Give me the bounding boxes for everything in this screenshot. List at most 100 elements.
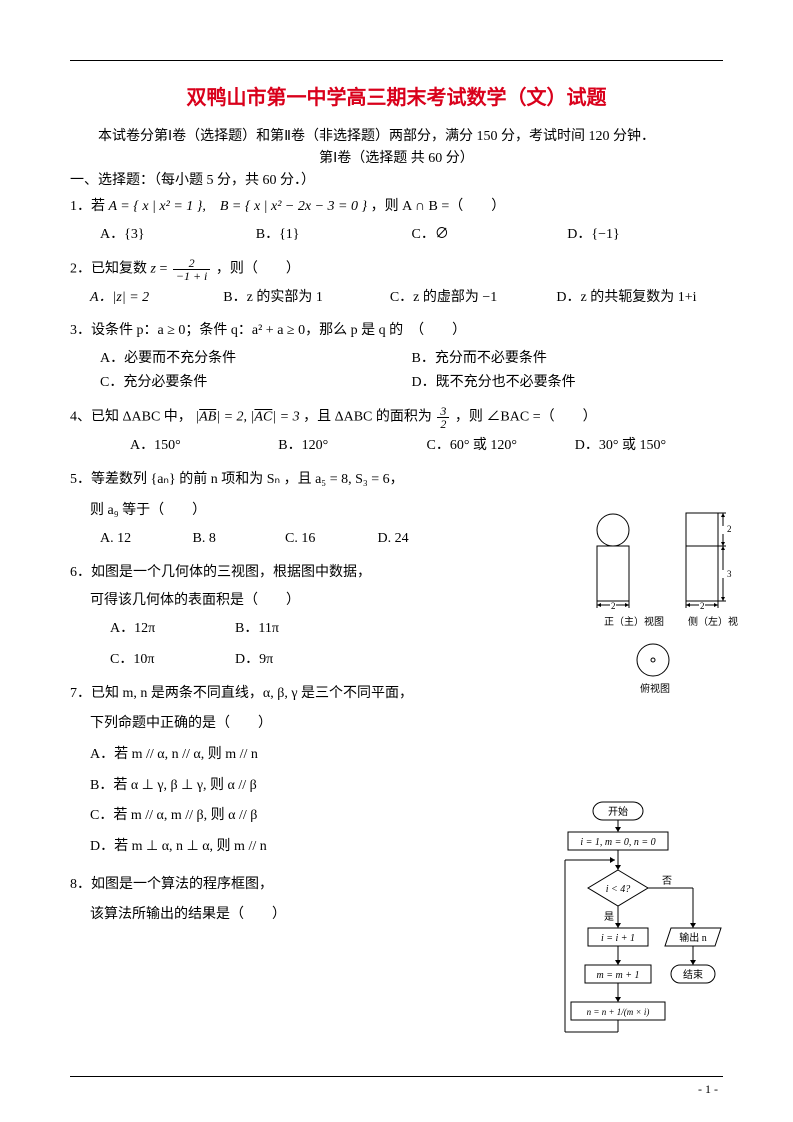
q3-D: D．既不充分也不必要条件 <box>412 371 724 395</box>
part-header: 第Ⅰ卷（选择题 共 60 分） <box>70 147 723 167</box>
q6-D: D．9π <box>235 648 360 672</box>
q4-frac: 3 2 <box>437 405 449 430</box>
q2-pre: 2．已知复数 <box>70 261 151 276</box>
q2-stem: 2．已知复数 z = 2 −1 + i ，则（ ） <box>70 257 723 282</box>
dim-3: 3 <box>727 569 732 579</box>
q2-eq: = <box>159 261 170 276</box>
q2-post: ，则（ ） <box>216 261 300 276</box>
question-6: 6．如图是一个几何体的三视图，根据图中数据， 可得该几何体的表面积是（ ） A．… <box>70 561 470 672</box>
q8-stem2: 该算法所输出的结果是（ ） <box>90 903 500 927</box>
question-7: 7．已知 m, n 是两条不同直线，α, β, γ 是三个不同平面， 下列命题中… <box>70 682 500 863</box>
q4-post: ，则 ∠BAC =（ ） <box>455 410 597 425</box>
q7-B: B．若 α ⊥ γ, β ⊥ γ, 则 α // β <box>90 771 500 802</box>
q8-stem1: 8．如图是一个算法的程序框图， <box>70 873 500 897</box>
top-rule <box>70 60 723 61</box>
fc-m: m = m + 1 <box>597 970 640 981</box>
front-label: 正（主）视图 <box>604 615 664 628</box>
q3-C: C．充分必要条件 <box>100 371 412 395</box>
flowchart-svg: 开始 i = 1, m = 0, n = 0 i < 4? 是 否 i = i … <box>563 800 723 1060</box>
question-1: 1．若 A = { x | x² = 1 }, B = { x | x² − 2… <box>70 195 723 247</box>
q5-stem1: 5．等差数列 {aₙ} 的前 n 项和为 Sₙ ，且 a₅ = 8, S₃ = … <box>70 468 470 492</box>
dim-2b: 2 <box>700 601 705 611</box>
q7-D: D．若 m ⊥ α, n ⊥ α, 则 m // n <box>90 832 500 863</box>
q5-options: A. 12 B. 8 C. 16 D. 24 <box>100 527 470 551</box>
q4-B: B．120° <box>278 434 426 458</box>
q4-D: D．30° 或 150° <box>575 434 723 458</box>
q4-pre: 4、已知 ΔABC 中， <box>70 410 192 425</box>
question-2: 2．已知复数 z = 2 −1 + i ，则（ ） A．|z| = 2 B．z … <box>70 257 723 310</box>
top-label: 俯视图 <box>640 682 670 695</box>
q2-B: B．z 的实部为 1 <box>223 286 390 310</box>
q4-A: A．150° <box>130 434 278 458</box>
fc-end: 结束 <box>683 968 703 981</box>
q2-num: 2 <box>173 257 211 270</box>
q2-C: C．z 的虚部为 −1 <box>390 286 557 310</box>
q2-frac: 2 −1 + i <box>173 257 211 282</box>
q5-B: B. 8 <box>193 527 286 551</box>
three-view-figure: 2 正（主）视图 2 2 3 侧（左）视图 俯视图 <box>578 510 738 703</box>
q6-options-2: C．10π D．9π <box>110 648 360 672</box>
q1-B: B．{1} <box>256 223 412 247</box>
q6-C: C．10π <box>110 648 235 672</box>
q5-stem2: 则 a₉ 等于（ ） <box>90 499 470 523</box>
question-8: 8．如图是一个算法的程序框图， 该算法所输出的结果是（ ） <box>70 873 500 927</box>
q2-den: −1 + i <box>173 270 211 282</box>
fc-start: 开始 <box>608 805 628 818</box>
question-5: 5．等差数列 {aₙ} 的前 n 项和为 Sₙ ，且 a₅ = 8, S₃ = … <box>70 468 470 551</box>
q7-stem1: 7．已知 m, n 是两条不同直线，α, β, γ 是三个不同平面， <box>70 682 500 706</box>
question-3: 3．设条件 p：a ≥ 0；条件 q：a² + a ≥ 0，那么 p 是 q 的… <box>70 319 723 394</box>
dim-2a: 2 <box>611 601 616 611</box>
q2-D: D．z 的共轭复数为 1+i <box>556 286 723 310</box>
q5-A: A. 12 <box>100 527 193 551</box>
side-label: 侧（左）视图 <box>688 615 738 628</box>
q7-A: A．若 m // α, n // α, 则 m // n <box>90 740 500 771</box>
fc-n: n = n + 1/(m × i) <box>587 1007 650 1017</box>
q4-C: C．60° 或 120° <box>427 434 575 458</box>
q4-stem: 4、已知 ΔABC 中， |AB| = 2, |AC| = 3 ，且 ΔABC … <box>70 405 723 430</box>
q6-A: A．12π <box>110 617 235 641</box>
dim-2c: 2 <box>727 524 732 534</box>
q4-options: A．150° B．120° C．60° 或 120° D．30° 或 150° <box>130 434 723 458</box>
q3-B: B．充分而不必要条件 <box>412 347 724 371</box>
q1-pre: 1．若 <box>70 199 109 214</box>
fc-yes: 是 <box>604 911 614 923</box>
q6-stem1: 6．如图是一个几何体的三视图，根据图中数据， <box>70 561 470 585</box>
q1-A: A．{3} <box>100 223 256 247</box>
fc-init: i = 1, m = 0, n = 0 <box>580 837 655 848</box>
q4-den: 2 <box>437 418 449 430</box>
q7-stem2: 下列命题中正确的是（ ） <box>90 712 500 736</box>
q2-z: z <box>151 261 156 276</box>
q1-post: ，则 A ∩ B =（ ） <box>371 199 506 214</box>
q3-options: A．必要而不充分条件 B．充分而不必要条件 C．充分必要条件 D．既不充分也不必… <box>100 347 723 395</box>
exam-intro: 本试卷分第Ⅰ卷（选择题）和第Ⅱ卷（非选择题）两部分，满分 150 分，考试时间 … <box>70 125 723 145</box>
q4-mid: ，且 ΔABC 的面积为 <box>303 410 435 425</box>
q7-options: A．若 m // α, n // α, 则 m // n B．若 α ⊥ γ, … <box>90 740 500 863</box>
q5-D: D. 24 <box>378 527 471 551</box>
q6-B: B．11π <box>235 617 360 641</box>
q4-ab: |AB| = 2, |AC| = 3 <box>195 410 299 425</box>
fc-no: 否 <box>662 875 672 887</box>
question-4: 4、已知 ΔABC 中， |AB| = 2, |AC| = 3 ，且 ΔABC … <box>70 405 723 458</box>
page-number: - 1 - <box>698 1082 718 1097</box>
flowchart-figure: 开始 i = 1, m = 0, n = 0 i < 4? 是 否 i = i … <box>563 800 713 1065</box>
exam-title: 双鸭山市第一中学高三期末考试数学（文）试题 <box>70 81 723 110</box>
q3-A: A．必要而不充分条件 <box>100 347 412 371</box>
q2-options: A．|z| = 2 B．z 的实部为 1 C．z 的虚部为 −1 D．z 的共轭… <box>90 286 723 310</box>
section-header: 一、选择题：（每小题 5 分，共 60 分．） <box>70 169 723 189</box>
q3-text: 3．设条件 p：a ≥ 0；条件 q：a² + a ≥ 0，那么 p 是 q 的… <box>70 323 466 338</box>
q5-C: C. 16 <box>285 527 378 551</box>
q6-options-1: A．12π B．11π <box>110 617 360 641</box>
q1-stem: 1．若 A = { x | x² = 1 }, B = { x | x² − 2… <box>70 195 723 219</box>
q3-stem: 3．设条件 p：a ≥ 0；条件 q：a² + a ≥ 0，那么 p 是 q 的… <box>70 319 723 343</box>
q7-C: C．若 m // α, m // β, 则 α // β <box>90 801 500 832</box>
q1-sets: A = { x | x² = 1 }, B = { x | x² − 2x − … <box>109 199 368 214</box>
fc-cond: i < 4? <box>606 884 631 895</box>
q4-num: 3 <box>437 405 449 418</box>
q7-s1: 7．已知 m, n 是两条不同直线，α, β, γ 是三个不同平面， <box>70 686 413 701</box>
fc-inc: i = i + 1 <box>601 933 635 944</box>
q6-stem2: 可得该几何体的表面积是（ ） <box>90 589 470 613</box>
q2-A: A．|z| = 2 <box>90 286 223 310</box>
fc-out: 输出 n <box>679 931 707 944</box>
three-view-svg: 2 正（主）视图 2 2 3 侧（左）视图 俯视图 <box>578 510 738 700</box>
q1-D: D．{−1} <box>567 223 723 247</box>
